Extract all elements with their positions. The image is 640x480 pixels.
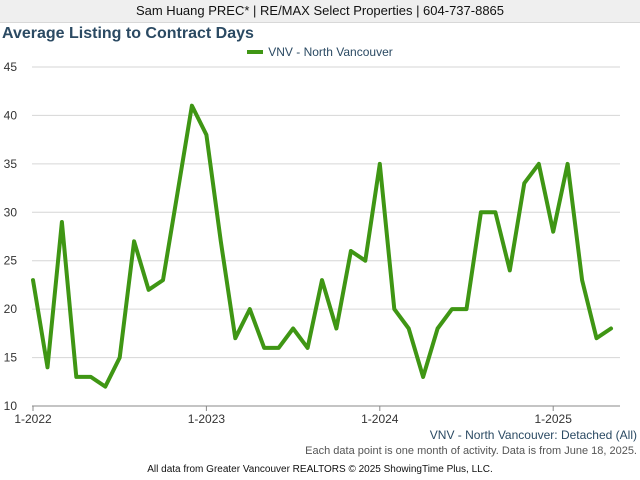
data-point bbox=[609, 326, 613, 331]
header-text: Sam Huang PREC* | RE/MAX Select Properti… bbox=[135, 3, 505, 18]
data-point bbox=[522, 181, 526, 185]
data-point bbox=[493, 210, 497, 214]
data-note: Each data point is one month of activity… bbox=[305, 445, 637, 457]
data-point bbox=[566, 162, 570, 166]
chart-subtitle: VNV - North Vancouver: Detached (All) bbox=[429, 428, 637, 442]
data-point bbox=[508, 268, 512, 272]
x-tick-label: 1-2025 bbox=[535, 412, 573, 426]
data-point bbox=[118, 355, 122, 360]
data-point bbox=[392, 307, 396, 311]
data-point bbox=[551, 230, 555, 234]
data-point bbox=[537, 162, 541, 166]
y-tick-label: 40 bbox=[4, 108, 18, 122]
data-point bbox=[277, 346, 281, 350]
data-point bbox=[320, 278, 324, 282]
series-line bbox=[31, 103, 613, 389]
data-point bbox=[147, 288, 151, 292]
header-bar: Sam Huang PREC* | RE/MAX Select Properti… bbox=[0, 0, 640, 23]
data-point bbox=[464, 307, 469, 311]
x-tick-label: 1-2024 bbox=[361, 412, 399, 426]
data-point bbox=[594, 336, 599, 340]
data-point bbox=[74, 375, 78, 379]
data-point bbox=[45, 365, 50, 369]
data-point bbox=[31, 278, 35, 282]
y-tick-label: 10 bbox=[4, 399, 18, 413]
y-tick-label: 45 bbox=[4, 60, 18, 74]
data-point bbox=[291, 326, 295, 331]
data-point bbox=[450, 307, 454, 311]
data-point bbox=[262, 346, 266, 350]
chart-legend: VNV - North Vancouver bbox=[0, 45, 640, 59]
data-point bbox=[233, 336, 237, 340]
data-point bbox=[363, 259, 367, 263]
data-point bbox=[161, 278, 165, 282]
data-point bbox=[421, 375, 425, 379]
data-point bbox=[248, 307, 252, 311]
y-tick-label: 20 bbox=[4, 302, 18, 316]
data-point bbox=[334, 326, 339, 331]
data-point bbox=[60, 220, 64, 224]
data-point bbox=[580, 278, 584, 282]
y-tick-label: 30 bbox=[4, 205, 18, 219]
data-point bbox=[349, 249, 353, 253]
data-point bbox=[190, 104, 194, 108]
data-point bbox=[378, 162, 382, 166]
data-point bbox=[479, 210, 483, 214]
chart-title: Average Listing to Contract Days bbox=[2, 25, 254, 42]
data-point bbox=[103, 385, 107, 389]
data-point bbox=[305, 346, 310, 350]
data-point bbox=[436, 326, 440, 331]
copyright-text: All data from Greater Vancouver REALTORS… bbox=[147, 464, 493, 475]
y-tick-label: 25 bbox=[4, 254, 18, 268]
data-point bbox=[407, 326, 411, 331]
y-tick-label: 15 bbox=[4, 351, 18, 365]
data-point bbox=[132, 239, 136, 243]
data-point bbox=[175, 191, 180, 195]
legend-swatch bbox=[247, 49, 264, 54]
legend-label: VNV - North Vancouver bbox=[268, 45, 393, 59]
x-tick-label: 1-2023 bbox=[188, 412, 226, 426]
y-tick-label: 35 bbox=[4, 157, 18, 171]
x-tick-label: 1-2022 bbox=[14, 412, 52, 426]
data-point bbox=[219, 239, 223, 243]
data-point bbox=[204, 133, 208, 137]
data-point bbox=[89, 375, 93, 379]
